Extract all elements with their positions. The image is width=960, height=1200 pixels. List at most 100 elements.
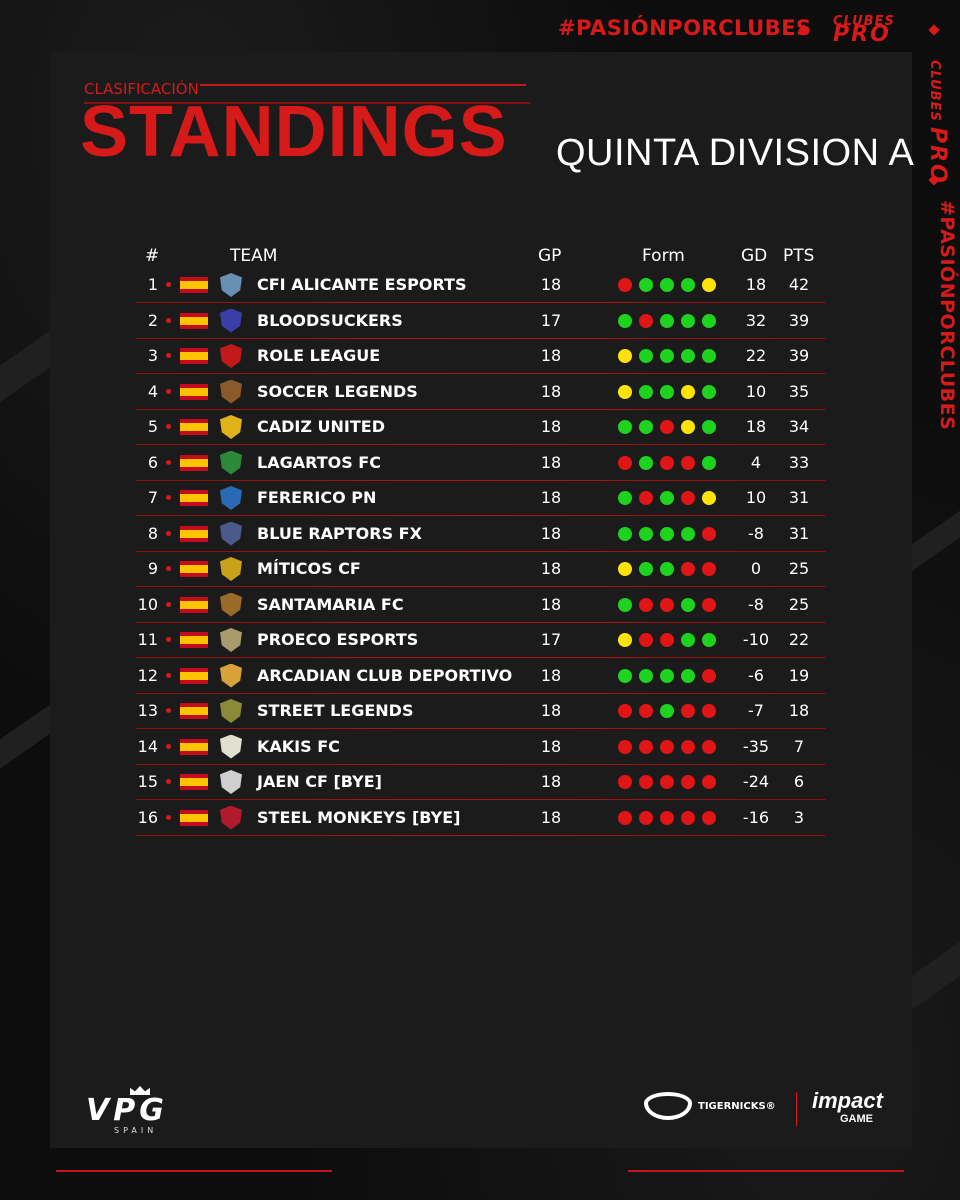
crown-icon bbox=[130, 1086, 150, 1095]
impact-game-logo: impact bbox=[812, 1088, 883, 1113]
form-dot bbox=[702, 704, 716, 718]
team-name: STREET LEGENDS bbox=[257, 701, 414, 720]
team-crest-icon bbox=[220, 592, 242, 617]
spain-flag-icon bbox=[180, 383, 208, 400]
goal-difference: -24 bbox=[742, 772, 770, 791]
table-row: 13 STREET LEGENDS 18 -7 18 bbox=[136, 693, 826, 729]
points: 35 bbox=[788, 381, 810, 401]
title-rule bbox=[200, 84, 526, 86]
form-indicator bbox=[618, 597, 718, 612]
table-row: 1 CFI ALICANTE ESPORTS 18 18 42 bbox=[136, 267, 826, 303]
bottom-rule-left bbox=[56, 1170, 332, 1172]
form-dot bbox=[660, 633, 674, 647]
form-dot bbox=[681, 455, 695, 470]
points: 22 bbox=[788, 630, 810, 649]
division-name: QUINTA DIVISION A bbox=[556, 132, 915, 174]
form-dot bbox=[639, 739, 653, 754]
form-dot bbox=[618, 349, 632, 363]
position-dot bbox=[166, 601, 171, 607]
team-name: MÍTICOS CF bbox=[257, 559, 361, 578]
goal-difference: -8 bbox=[748, 594, 764, 614]
form-dot bbox=[681, 633, 695, 647]
form-dot bbox=[681, 810, 695, 825]
form-indicator bbox=[618, 420, 718, 434]
form-dot bbox=[702, 668, 716, 683]
form-dot bbox=[639, 420, 653, 434]
position-dot bbox=[166, 708, 171, 713]
row-separator bbox=[136, 657, 826, 658]
points: 25 bbox=[788, 594, 810, 614]
form-dot bbox=[681, 491, 695, 505]
team-crest-icon bbox=[220, 415, 242, 439]
form-dot bbox=[660, 349, 674, 363]
team-crest-icon bbox=[220, 379, 242, 404]
spain-flag-icon bbox=[180, 490, 208, 506]
form-indicator bbox=[618, 562, 718, 576]
rank: 1 bbox=[147, 275, 158, 294]
table-row: 7 FERERICO PN 18 10 31 bbox=[136, 480, 826, 516]
goal-difference: -8 bbox=[748, 523, 764, 543]
points: 42 bbox=[788, 275, 810, 294]
title-subtitle: CLASIFICACIÓN bbox=[84, 80, 199, 98]
rank: 16 bbox=[137, 807, 158, 827]
form-dot bbox=[702, 384, 716, 399]
points: 6 bbox=[793, 772, 805, 791]
form-indicator bbox=[618, 384, 718, 399]
team-crest-icon bbox=[220, 663, 242, 688]
form-dot bbox=[618, 633, 632, 647]
team-crest-icon bbox=[220, 486, 242, 510]
team-crest-icon bbox=[220, 450, 242, 475]
team-crest-icon bbox=[220, 699, 242, 723]
team-name: STEEL MONKEYS [BYE] bbox=[257, 807, 461, 827]
goal-difference: 32 bbox=[745, 310, 767, 330]
row-separator bbox=[136, 444, 826, 445]
team-name: BLUE RAPTORS FX bbox=[257, 523, 422, 543]
form-dot bbox=[618, 704, 632, 718]
row-separator bbox=[136, 550, 826, 552]
spain-flag-icon bbox=[180, 561, 208, 577]
form-dot bbox=[660, 704, 674, 718]
team-name: KAKIS FC bbox=[257, 736, 340, 756]
form-indicator bbox=[618, 349, 718, 363]
spain-flag-icon bbox=[180, 419, 208, 435]
form-dot bbox=[618, 562, 632, 576]
form-indicator bbox=[618, 278, 718, 292]
form-dot bbox=[639, 278, 653, 292]
form-indicator bbox=[618, 704, 718, 718]
rank: 14 bbox=[137, 736, 158, 756]
form-dot bbox=[702, 313, 716, 328]
games-played: 18 bbox=[540, 452, 562, 472]
form-dot bbox=[702, 597, 716, 612]
form-dot bbox=[639, 633, 653, 647]
top-hashtag: #PASIÓNPORCLUBES bbox=[558, 16, 812, 40]
points: 7 bbox=[793, 736, 805, 756]
form-dot bbox=[681, 313, 695, 328]
rank: 12 bbox=[137, 665, 158, 685]
header-gp: GP bbox=[538, 246, 562, 266]
position-dot bbox=[166, 282, 171, 287]
team-name: ROLE LEAGUE bbox=[257, 346, 381, 365]
goal-difference: 10 bbox=[745, 381, 767, 401]
form-dot bbox=[681, 384, 695, 399]
form-dot bbox=[702, 775, 716, 789]
form-dot bbox=[618, 739, 632, 754]
rank: 2 bbox=[147, 310, 158, 330]
team-crest-icon bbox=[220, 308, 242, 333]
games-played: 18 bbox=[540, 381, 562, 401]
team-crest-icon bbox=[220, 557, 242, 581]
header-team: TEAM bbox=[230, 246, 278, 266]
spain-flag-icon bbox=[180, 277, 208, 293]
points: 31 bbox=[788, 488, 810, 507]
games-played: 18 bbox=[540, 488, 562, 507]
rank: 9 bbox=[147, 559, 158, 578]
title-rule bbox=[84, 102, 530, 104]
games-played: 18 bbox=[540, 523, 562, 543]
games-played: 18 bbox=[540, 701, 562, 720]
table-row: 12 ARCADIAN CLUB DEPORTIVO 18 -6 19 bbox=[136, 658, 826, 694]
page-title: STANDINGS bbox=[80, 92, 508, 172]
form-dot bbox=[702, 526, 716, 541]
form-dot bbox=[639, 313, 653, 328]
clubes-pro-logo-top: CLUBES bbox=[833, 14, 895, 29]
row-separator bbox=[136, 763, 826, 765]
form-dot bbox=[618, 810, 632, 825]
